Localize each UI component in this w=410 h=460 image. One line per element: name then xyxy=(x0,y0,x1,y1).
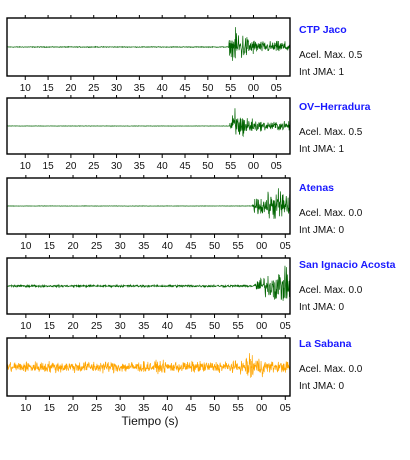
x-tick-label-1-12: 05 xyxy=(271,83,283,94)
x-tick-label-4-8: 45 xyxy=(185,321,197,332)
x-tick-label-2-9: 45 xyxy=(179,161,191,172)
x-tick-label-3-5: 30 xyxy=(115,241,127,252)
int-jma-2: Int JMA: 1 xyxy=(299,144,345,155)
x-tick-label-4-1: 10 xyxy=(20,321,32,332)
trace-5 xyxy=(6,353,291,378)
frame-4 xyxy=(6,257,291,315)
station-name-1: CTP Jaco xyxy=(299,24,347,36)
frame-5 xyxy=(6,337,291,397)
panel-3-labels: Atenas Acel. Max. 0.0 Int JMA: 0 xyxy=(299,182,407,236)
panel-3: 10 15 20 25 30 35 40 45 50 55 00 05 xyxy=(6,175,292,252)
x-tick-label-5-8: 45 xyxy=(185,403,197,414)
x-tick-label-3-11: 00 xyxy=(256,241,268,252)
x-tick-label-4-2: 15 xyxy=(44,321,56,332)
frame-3 xyxy=(6,177,291,235)
x-tick-label-5-6: 35 xyxy=(138,403,150,414)
panel-5: 10 15 20 25 30 35 40 45 50 55 00 05 xyxy=(6,335,292,414)
station-name-5: La Sabana xyxy=(299,338,352,350)
x-tick-label-1-6: 35 xyxy=(134,83,146,94)
x-tick-label-1-10: 55 xyxy=(225,83,237,94)
int-jma-1: Int JMA: 1 xyxy=(299,67,345,78)
panel-2: 10 15 20 25 30 35 40 45 50 55 00 05 xyxy=(6,95,291,172)
trace-3 xyxy=(6,188,291,219)
x-axis-label: Tiempo (s) xyxy=(121,414,179,428)
x-tick-label-4-11: 00 xyxy=(256,321,268,332)
trace-1 xyxy=(6,27,291,61)
x-tick-label-5-4: 25 xyxy=(91,403,103,414)
x-tick-label-2-12: 00 xyxy=(248,161,260,172)
x-tick-label-4-12: 05 xyxy=(280,321,292,332)
x-tick-label-5-11: 00 xyxy=(256,403,268,414)
x-tick-label-5-3: 20 xyxy=(67,403,79,414)
acel-max-1: Acel. Max. 0.5 xyxy=(299,50,363,61)
x-tick-label-1-2: 15 xyxy=(43,83,55,94)
x-tick-label-1-4: 25 xyxy=(88,83,100,94)
x-tick-label-3-8: 45 xyxy=(185,241,197,252)
panel-1: 10 15 20 25 30 35 40 45 50 55 00 05 xyxy=(6,15,291,94)
panel-2-labels: OV−Herradura Acel. Max. 0.5 Int JMA: 1 xyxy=(299,101,407,155)
x-tick-label-2-7: 35 xyxy=(134,161,146,172)
x-tick-label-1-1: 10 xyxy=(20,83,32,94)
x-tick-label-2-8: 40 xyxy=(157,161,169,172)
station-name-3: Atenas xyxy=(299,182,335,194)
x-tick-label-1-5: 30 xyxy=(111,83,123,94)
x-tick-label-4-4: 25 xyxy=(91,321,103,332)
x-tick-label-5-7: 40 xyxy=(162,403,174,414)
acel-max-3: Acel. Max. 0.0 xyxy=(299,208,363,219)
x-tick-label-4-3: 20 xyxy=(67,321,79,332)
x-tick-label-2-5: 25 xyxy=(88,161,100,172)
acel-max-2: Acel. Max. 0.5 xyxy=(299,127,363,138)
x-tick-label-4-6: 35 xyxy=(138,321,150,332)
x-tick-label-2-3: 15 xyxy=(43,161,55,172)
x-tick-label-5-2: 15 xyxy=(44,403,56,414)
x-tick-label-3-2: 15 xyxy=(44,241,56,252)
x-tick-label-1-3: 20 xyxy=(65,83,77,94)
x-tick-label-3-1: 10 xyxy=(20,241,32,252)
x-tick-label-5-5: 30 xyxy=(115,403,127,414)
station-name-4: San Ignacio Acosta xyxy=(299,259,396,271)
int-jma-3: Int JMA: 0 xyxy=(299,225,345,236)
x-tick-label-1-7: 40 xyxy=(157,83,169,94)
frame-2 xyxy=(6,97,291,155)
x-tick-label-3-6: 35 xyxy=(138,241,150,252)
x-tick-label-3-12: 05 xyxy=(280,241,292,252)
trace-4 xyxy=(6,265,291,301)
x-tick-label-1-9: 50 xyxy=(202,83,214,94)
acel-max-4: Acel. Max. 0.0 xyxy=(299,285,363,296)
x-tick-label-4-5: 30 xyxy=(115,321,127,332)
x-tick-label-4-7: 40 xyxy=(162,321,174,332)
x-tick-label-1-8: 45 xyxy=(179,83,191,94)
x-tick-label-5-10: 55 xyxy=(233,403,245,414)
x-tick-label-2-2: 10 xyxy=(20,161,32,172)
x-tick-label-3-9: 50 xyxy=(209,241,221,252)
x-tick-label-5-9: 50 xyxy=(209,403,221,414)
x-tick-label-2-4: 20 xyxy=(65,161,77,172)
panel-4-labels: San Ignacio Acosta Acel. Max. 0.0 Int JM… xyxy=(299,259,407,313)
panel-1-labels: CTP Jaco Acel. Max. 0.5 Int JMA: 1 xyxy=(299,24,407,78)
x-tick-label-4-9: 50 xyxy=(209,321,221,332)
frame-1 xyxy=(6,17,291,77)
x-tick-label-5-1: 10 xyxy=(20,403,32,414)
station-name-2: OV−Herradura xyxy=(299,101,371,113)
trace-2 xyxy=(6,108,291,138)
x-tick-label-3-7: 40 xyxy=(162,241,174,252)
int-jma-4: Int JMA: 0 xyxy=(299,302,345,313)
x-tick-label-3-3: 20 xyxy=(67,241,79,252)
panel-4: 10 15 20 25 30 35 40 45 50 55 00 05 xyxy=(6,255,292,332)
int-jma-5: Int JMA: 0 xyxy=(299,381,345,392)
acel-max-5: Acel. Max. 0.0 xyxy=(299,364,363,375)
x-tick-label-1-11: 00 xyxy=(248,83,260,94)
x-tick-label-3-10: 55 xyxy=(233,241,245,252)
x-tick-label-2-13: 05 xyxy=(271,161,283,172)
x-tick-label-2-6: 30 xyxy=(111,161,123,172)
x-tick-label-5-12: 05 xyxy=(280,403,292,414)
x-tick-label-2-11: 55 xyxy=(225,161,237,172)
panel-5-labels: La Sabana Acel. Max. 0.0 Int JMA: 0 xyxy=(299,338,407,392)
x-tick-label-4-10: 55 xyxy=(233,321,245,332)
x-tick-label-2-10: 50 xyxy=(202,161,214,172)
x-tick-label-3-4: 25 xyxy=(91,241,103,252)
